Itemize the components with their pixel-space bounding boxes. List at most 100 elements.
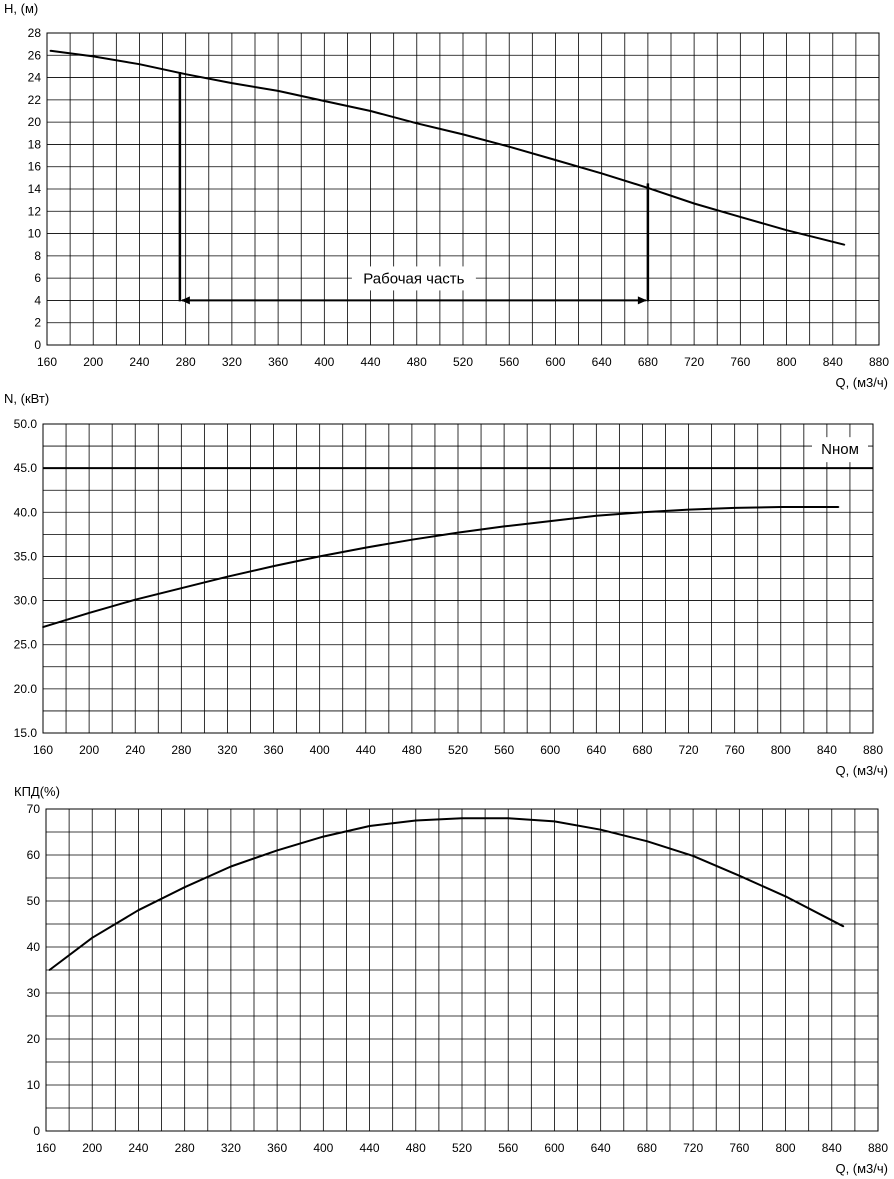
data-point (779, 506, 782, 508)
data-point (641, 511, 644, 514)
x-tick-label: 400 (310, 743, 330, 757)
data-point (508, 145, 511, 148)
x-tick-label: 560 (498, 1141, 518, 1155)
data-point (322, 835, 325, 838)
x-tick-label: 440 (356, 743, 376, 757)
x-tick-label: 680 (637, 1141, 657, 1155)
arrow-head-left (180, 296, 190, 305)
x-tick-label: 680 (632, 743, 652, 757)
data-point (503, 525, 506, 528)
data-point (230, 82, 233, 85)
y-tick-label: 10 (28, 227, 42, 241)
x-tick-label: 200 (82, 1141, 102, 1155)
x-tick-label: 680 (638, 355, 658, 369)
y-tick-label: 60 (27, 848, 41, 862)
nominal-power-label-bg (812, 437, 868, 463)
x-tick-label: 360 (268, 355, 288, 369)
x-tick-label: 720 (683, 1141, 703, 1155)
data-point (457, 531, 459, 534)
x-tick-label: 520 (452, 1141, 472, 1155)
data-point (364, 546, 367, 549)
x-tick-label: 560 (494, 743, 514, 757)
x-tick-label: 520 (453, 355, 473, 369)
data-point (842, 925, 845, 928)
x-tick-label: 240 (128, 1141, 148, 1155)
y-tick-label: 24 (28, 71, 42, 85)
x-tick-label: 760 (730, 355, 750, 369)
x-tick-label: 320 (217, 743, 237, 757)
x-tick-label: 400 (314, 355, 334, 369)
plot-area-frame (46, 32, 880, 346)
y-tick-label: 12 (28, 204, 42, 218)
x-tick-label: 240 (125, 743, 145, 757)
series-line (50, 49, 845, 246)
data-point (272, 565, 275, 568)
x-tick-label: 360 (267, 1141, 287, 1155)
y-tick-label: 40 (27, 940, 41, 954)
data-point (785, 229, 788, 232)
data-point (599, 828, 602, 831)
x-tick-label: 880 (863, 743, 883, 757)
y-tick-label: 4 (34, 293, 41, 307)
x-tick-label: 640 (586, 743, 606, 757)
data-point (553, 820, 556, 823)
x-tick-label: 400 (313, 1141, 333, 1155)
y-axis-title: КПД(%) (14, 784, 60, 799)
data-point (277, 90, 280, 92)
data-point (414, 819, 417, 822)
x-tick-label: 880 (869, 355, 889, 369)
x-tick-label: 320 (222, 355, 242, 369)
data-point (48, 969, 51, 971)
plot-area-frame (42, 423, 874, 734)
series-line (48, 817, 844, 971)
efficiency-chart: 160 200 240 280 320 360 400 440 480 520 560 600 640 6… (14, 784, 888, 1176)
data-point (600, 172, 603, 175)
data-point (229, 865, 232, 868)
head-chart: 160 200 240 280 320 360 400 440 480 520 560 600 640 6… (4, 1, 889, 390)
y-tick-label: 20 (28, 115, 42, 129)
x-tick-label: 160 (33, 743, 53, 757)
data-point (784, 895, 787, 898)
y-tick-label: 16 (28, 160, 42, 174)
data-point (88, 612, 91, 614)
y-tick-label: 45.0 (14, 461, 38, 475)
x-tick-label: 520 (448, 743, 468, 757)
data-point (184, 73, 187, 76)
y-tick-label: 15.0 (14, 726, 38, 740)
data-point (410, 538, 413, 541)
data-point (843, 243, 846, 246)
x-tick-label: 440 (360, 1141, 380, 1155)
y-tick-label: 18 (28, 137, 42, 151)
y-tick-label: 28 (28, 26, 42, 40)
x-tick-label: 600 (545, 355, 565, 369)
x-tick-label: 720 (679, 743, 699, 757)
x-tick-label: 480 (407, 355, 427, 369)
y-tick-label: 25.0 (14, 638, 38, 652)
y-tick-label: 20.0 (14, 682, 38, 696)
data-point (138, 63, 141, 66)
data-point (49, 49, 52, 52)
y-axis-title: H, (м) (4, 1, 38, 16)
data-point (738, 874, 741, 877)
data-point (507, 817, 510, 820)
y-axis-title: N, (кВт) (4, 391, 49, 406)
data-point (183, 886, 186, 889)
data-point (323, 100, 326, 102)
y-tick-label: 50 (27, 894, 41, 908)
data-point (549, 520, 552, 523)
x-tick-label: 840 (822, 1141, 842, 1155)
data-point (368, 825, 371, 827)
x-tick-label: 760 (725, 743, 745, 757)
plot-area-frame (45, 808, 879, 1132)
y-tick-label: 40.0 (14, 505, 38, 519)
x-tick-label: 280 (176, 355, 196, 369)
data-point (91, 936, 94, 939)
data-point (733, 506, 736, 509)
x-tick-label: 760 (729, 1141, 749, 1155)
x-tick-label: 280 (171, 743, 191, 757)
data-point (226, 575, 229, 578)
arrow-head-right (637, 296, 647, 305)
y-tick-label: 0 (34, 338, 41, 352)
x-axis-title: Q, (м3/ч) (835, 763, 888, 778)
y-tick-label: 50.0 (14, 417, 38, 431)
